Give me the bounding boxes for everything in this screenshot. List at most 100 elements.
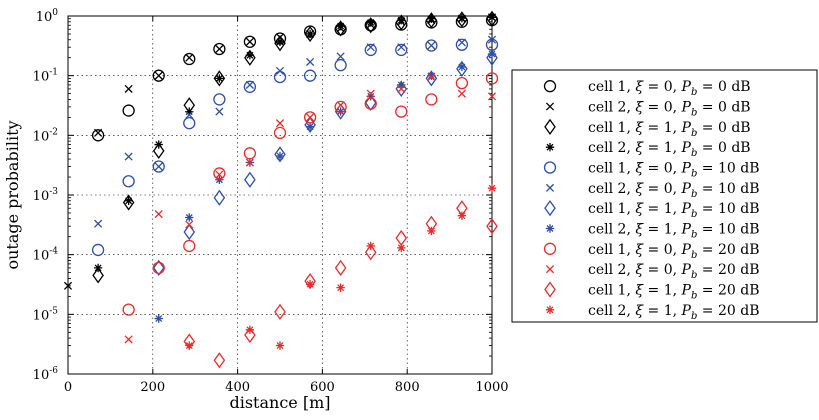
axis-ticks: 0 200 400 600 800 100010010-110-210-310-410-5…	[33, 8, 509, 395]
legend-item: cell 2, ξ = 0, Pb = 10 dB	[545, 181, 760, 200]
data-point-x	[336, 52, 345, 61]
data-point-x	[366, 43, 375, 52]
data-point-x	[427, 41, 436, 50]
legend-power-value: = 20 dB	[697, 262, 759, 278]
legend-power-subscript: b	[691, 87, 697, 98]
data-point-diamond	[486, 218, 498, 235]
data-point-x	[63, 281, 73, 290]
legend-power-subscript: b	[691, 311, 697, 322]
legend-item: cell 1, ξ = 0, Pb = 0 dB	[543, 79, 751, 98]
y-tick-exponent: 0	[52, 8, 58, 18]
y-tick-label: 10-3	[33, 187, 59, 204]
legend-xi-value: = 0,	[643, 262, 681, 278]
data-point-x	[94, 128, 103, 137]
data-point-diamond	[395, 229, 408, 247]
legend-power-subscript: b	[691, 291, 697, 302]
legend-power-value: = 0 dB	[697, 100, 750, 116]
y-tick-base: 10	[33, 189, 50, 204]
y-tick-exponent: -4	[49, 247, 58, 257]
legend-box	[511, 69, 818, 323]
legend-label: cell 1, ξ = 1, Pb = 20 dB	[588, 283, 760, 302]
legend-prefix: cell 1,	[588, 283, 635, 299]
legend-item: cell 1, ξ = 0, Pb = 10 dB	[543, 161, 760, 180]
series-12	[185, 184, 497, 350]
legend-marker-circle	[543, 242, 557, 255]
data-point-diamond	[274, 146, 286, 163]
legend-item: cell 1, ξ = 1, Pb = 0 dB	[544, 118, 751, 139]
data-point-diamond	[486, 49, 498, 66]
x-tick-label: 0	[64, 380, 72, 395]
legend-power-subscript: b	[691, 270, 697, 281]
legend-item: cell 1, ξ = 0, Pb = 20 dB	[543, 242, 760, 261]
legend-power: P	[681, 303, 692, 319]
y-tick-label: 10-4	[33, 247, 59, 264]
data-point-x	[275, 66, 285, 76]
data-point-circle	[213, 167, 226, 180]
data-point-circle	[364, 97, 377, 110]
data-point-star	[336, 107, 345, 116]
data-point-circle	[303, 69, 317, 82]
y-tick-exponent: -1	[49, 68, 58, 78]
data-point-circle	[91, 243, 105, 257]
data-point-star	[305, 279, 315, 289]
data-point-x	[487, 92, 497, 101]
data-point-diamond	[92, 267, 104, 284]
data-point-star	[215, 175, 224, 184]
data-point-diamond	[244, 171, 256, 188]
data-point-star	[336, 283, 345, 292]
legend-power-value: = 10 dB	[697, 181, 759, 197]
data-point-x	[185, 220, 194, 229]
legend-power-value: = 10 dB	[697, 201, 759, 217]
data-point-star	[124, 196, 133, 205]
legend-power-subscript: b	[691, 230, 697, 241]
legend-xi: ξ	[635, 201, 644, 217]
data-point-x	[397, 84, 406, 93]
legend-xi-value: = 0,	[643, 161, 681, 177]
data-point-star	[427, 226, 436, 236]
data-point-circle	[183, 117, 196, 130]
x-tick-label: 800	[395, 380, 420, 395]
legend-marker-star	[545, 224, 555, 233]
legend-label: cell 1, ξ = 1, Pb = 0 dB	[588, 120, 751, 139]
data-point-circle	[91, 129, 105, 142]
legend-power: P	[681, 262, 692, 278]
legend-power: P	[681, 161, 692, 177]
legend-label: cell 2, ξ = 0, Pb = 20 dB	[588, 262, 760, 281]
data-point-diamond	[152, 259, 165, 277]
legend-power: P	[681, 181, 692, 197]
legend-item: cell 1, ξ = 1, Pb = 20 dB	[544, 281, 760, 302]
legend-xi-value: = 1,	[643, 201, 681, 217]
legend-label: cell 2, ξ = 0, Pb = 10 dB	[588, 181, 760, 200]
y-axis-label: outage probability	[3, 120, 22, 269]
legend-xi-value: = 1,	[643, 140, 681, 156]
data-point-circle	[122, 303, 135, 316]
data-point-circle	[334, 59, 347, 72]
legend-item: cell 1, ξ = 1, Pb = 10 dB	[544, 200, 760, 220]
data-point-circle	[395, 43, 408, 57]
data-point-x	[306, 113, 315, 122]
data-point-star	[366, 92, 375, 101]
legend-power-subscript: b	[691, 128, 697, 139]
y-tick-label: 10-5	[33, 306, 59, 323]
legend-prefix: cell 2,	[588, 262, 635, 278]
series-2	[63, 13, 497, 290]
legend-prefix: cell 1,	[588, 79, 635, 95]
data-point-star	[366, 18, 375, 27]
y-tick-base: 10	[33, 129, 50, 144]
x-tick-label: 1000	[475, 380, 508, 395]
legend-power-value: = 0 dB	[697, 140, 750, 156]
data-point-diamond	[274, 303, 286, 320]
legend-marker-diamond	[544, 200, 556, 217]
legend-item: cell 2, ξ = 1, Pb = 0 dB	[545, 140, 751, 159]
legend-prefix: cell 2,	[588, 303, 635, 319]
legend-prefix: cell 1,	[588, 120, 635, 136]
legend-xi-value: = 0,	[643, 242, 681, 258]
y-tick-base: 10	[36, 10, 53, 25]
legend-power-value: = 20 dB	[697, 303, 759, 319]
data-point-x	[185, 110, 194, 119]
data-point-diamond	[334, 259, 347, 277]
legend-label: cell 2, ξ = 0, Pb = 0 dB	[588, 100, 751, 119]
series-3	[92, 10, 498, 284]
legend-item: cell 2, ξ = 0, Pb = 0 dB	[545, 100, 751, 119]
